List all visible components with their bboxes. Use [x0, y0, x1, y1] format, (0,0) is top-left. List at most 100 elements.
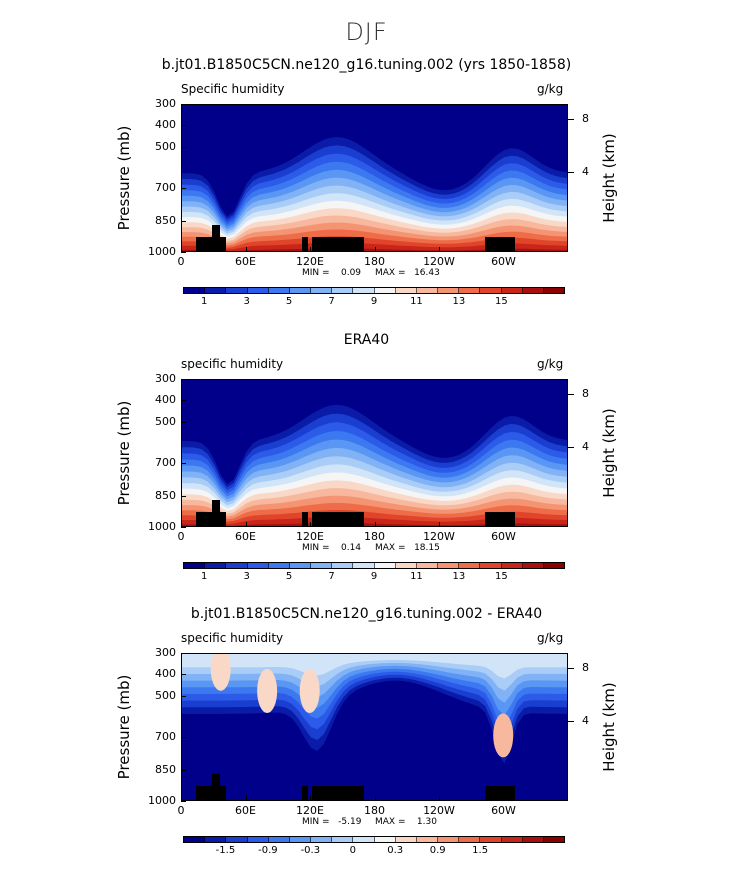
longitude-tick-label: 120E [296, 530, 324, 543]
longitude-tick-mark [503, 247, 505, 252]
height-tick-mark [568, 721, 574, 723]
longitude-tick-label: 120E [296, 255, 324, 268]
colorbar-tick-label: 0.3 [387, 845, 404, 856]
y-axis-label-right: Height (km) [600, 133, 618, 223]
height-tick-mark [568, 172, 574, 174]
longitude-tick-mark [245, 247, 247, 252]
colorbar [183, 562, 565, 569]
colorbar-swatch [205, 288, 227, 293]
colorbar-swatch [501, 837, 523, 842]
y-axis-label: Pressure (mb) [115, 125, 133, 231]
colorbar-swatch [353, 563, 375, 568]
topography-mask [196, 237, 226, 251]
colorbar-swatch [522, 837, 544, 842]
height-tick-label: 4 [582, 714, 589, 728]
colorbar-swatch [268, 563, 290, 568]
pressure-tick-mark [181, 673, 186, 675]
panel-title: b.jt01.B1850C5CN.ne120_g16.tuning.002 - … [190, 606, 543, 622]
pressure-tick-label: 850 [155, 213, 176, 227]
height-tick-label: 4 [582, 165, 589, 179]
colorbar-swatch [459, 837, 481, 842]
variable-label: specific humidity [181, 631, 284, 645]
pressure-tick-mark [181, 495, 186, 497]
units-label: g/kg [537, 82, 564, 96]
colorbar-tick-label: 7 [328, 571, 335, 582]
longitude-tick-mark [181, 522, 182, 527]
colorbar-swatch [374, 288, 396, 293]
topography-mask [312, 786, 364, 800]
colorbar-swatch [438, 563, 460, 568]
colorbar-swatch [480, 288, 502, 293]
colorbar-swatch [480, 837, 502, 842]
topography-mask [302, 237, 308, 251]
longitude-tick-mark [374, 796, 376, 801]
colorbar-tick-label: 1.5 [472, 845, 489, 856]
height-tick-mark [568, 393, 574, 395]
colorbar-swatch [374, 837, 396, 842]
colorbar-swatch [395, 837, 417, 842]
colorbar-swatch [332, 288, 354, 293]
colorbar-tick-label: 1 [201, 296, 208, 307]
y-axis-label-right: Height (km) [600, 408, 618, 498]
contour-plot [181, 379, 568, 527]
positive-anomaly [210, 654, 231, 691]
longitude-tick-label: 120W [423, 804, 455, 817]
height-tick-label: 8 [582, 660, 589, 674]
topography-mask [485, 512, 515, 526]
pressure-tick-mark [181, 399, 186, 401]
colorbar [183, 287, 565, 294]
pressure-tick-mark [181, 379, 186, 380]
pressure-tick-mark [181, 252, 186, 253]
longitude-tick-mark [310, 247, 311, 252]
max-value-label: MAX = 1.30 [375, 817, 437, 827]
colorbar-swatch [522, 563, 544, 568]
pressure-tick-label: 400 [155, 392, 176, 406]
pressure-tick-label: 700 [155, 730, 176, 744]
colorbar-tick-label: 1 [201, 571, 208, 582]
longitude-tick-label: 60W [491, 530, 516, 543]
pressure-tick-label: 300 [155, 646, 176, 659]
longitude-tick-label: 60E [235, 255, 256, 268]
height-tick-label: 8 [582, 386, 589, 400]
colorbar-swatch [247, 837, 269, 842]
colorbar-tick-label: 5 [285, 296, 293, 307]
colorbar-swatch [247, 288, 269, 293]
colorbar-swatch [395, 288, 417, 293]
contour-band [182, 242, 567, 251]
colorbar-swatch [395, 563, 417, 568]
pressure-tick-label: 700 [155, 456, 176, 470]
colorbar-swatch [247, 563, 269, 568]
colorbar-tick-label: 3 [243, 296, 250, 307]
pressure-tick-label: 1000 [148, 245, 176, 258]
colorbar-swatch [459, 288, 481, 293]
colorbar-tick-label: 15 [494, 571, 508, 582]
min-value-label: MIN = 0.14 [302, 543, 362, 553]
colorbar-tick-label: 9 [370, 296, 378, 307]
longitude-tick-mark [310, 796, 311, 801]
colorbar-swatch [438, 288, 460, 293]
min-value-label: MIN = 0.09 [302, 268, 362, 278]
height-tick-mark [568, 667, 574, 669]
colorbar-tick-label: -0.9 [258, 845, 278, 856]
colorbar-swatch [543, 288, 565, 293]
longitude-tick-mark [245, 796, 247, 801]
colorbar-swatch [184, 837, 206, 842]
topography-mask [485, 786, 515, 800]
pressure-tick-label: 850 [155, 488, 176, 502]
colorbar-swatch [353, 288, 375, 293]
colorbar-swatch [416, 563, 439, 568]
colorbar-tick-label: 5 [285, 571, 293, 582]
pressure-tick-label: 400 [155, 666, 176, 680]
min-value-label: MIN = -5.19 [302, 817, 362, 827]
y-axis-label: Pressure (mb) [115, 400, 133, 506]
colorbar-swatch [289, 837, 312, 842]
colorbar-swatch [522, 288, 544, 293]
colorbar-tick-label: 11 [410, 571, 423, 582]
longitude-tick-mark [310, 522, 311, 527]
pressure-tick-mark [181, 104, 186, 105]
colorbar-swatch [416, 837, 439, 842]
height-tick-mark [568, 118, 574, 120]
colorbar-swatch [268, 837, 290, 842]
pressure-tick-label: 400 [155, 117, 176, 131]
colorbar-swatch [205, 563, 227, 568]
